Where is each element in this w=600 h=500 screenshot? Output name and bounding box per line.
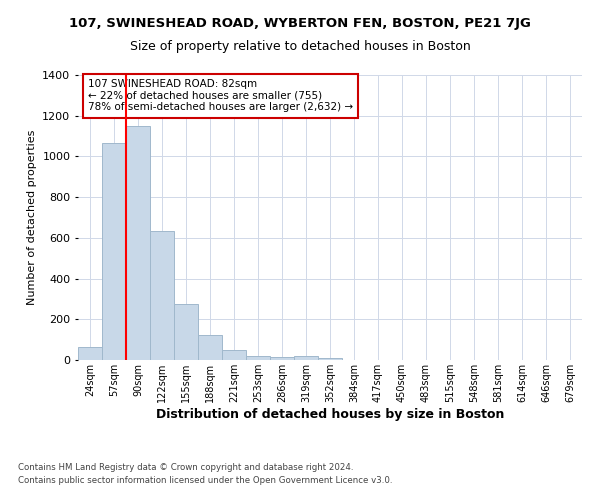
Bar [126,126,150,360]
Text: Contains public sector information licensed under the Open Government Licence v3: Contains public sector information licen… [18,476,392,485]
Text: 107, SWINESHEAD ROAD, WYBERTON FEN, BOSTON, PE21 7JG: 107, SWINESHEAD ROAD, WYBERTON FEN, BOST… [69,18,531,30]
Bar [294,356,318,360]
Bar [174,304,198,360]
Bar [246,356,270,360]
Text: Size of property relative to detached houses in Boston: Size of property relative to detached ho… [130,40,470,53]
Text: Contains HM Land Registry data © Crown copyright and database right 2024.: Contains HM Land Registry data © Crown c… [18,464,353,472]
Bar [318,358,342,360]
Bar [222,350,246,360]
Bar [198,334,222,360]
Y-axis label: Number of detached properties: Number of detached properties [26,130,37,305]
Bar [150,230,174,360]
Bar [102,143,126,360]
X-axis label: Distribution of detached houses by size in Boston: Distribution of detached houses by size … [156,408,504,420]
Bar [270,357,294,360]
Bar [78,347,102,360]
Text: 107 SWINESHEAD ROAD: 82sqm
← 22% of detached houses are smaller (755)
78% of sem: 107 SWINESHEAD ROAD: 82sqm ← 22% of deta… [88,80,353,112]
